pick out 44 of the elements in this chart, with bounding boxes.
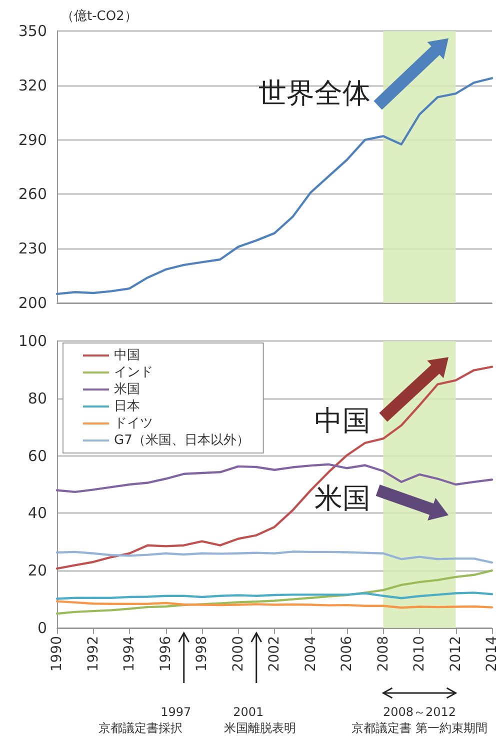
y-tick-label: 200 — [18, 294, 47, 312]
annotation: 米国 — [314, 481, 371, 514]
y-tick-label: 290 — [18, 130, 47, 149]
x-tick-label: 2006 — [339, 636, 355, 672]
legend-label: 中国 — [114, 348, 140, 363]
x-tick-label: 1990 — [49, 636, 65, 672]
line-series — [56, 570, 494, 615]
line-series — [56, 550, 494, 564]
y-tick-label: 80 — [28, 389, 47, 408]
x-tick-label: 1998 — [194, 636, 210, 672]
line-series — [56, 600, 494, 609]
x-tick-label: 1994 — [122, 636, 138, 672]
y-tick-label: 40 — [28, 504, 47, 522]
annotation: 世界全体 — [258, 76, 371, 110]
text: 2008～2012 京都議定書 第一約束期間 — [352, 705, 488, 735]
legend-label: 日本 — [114, 399, 140, 414]
y-tick-label: 230 — [18, 240, 47, 258]
legend-label: 米国 — [114, 382, 140, 397]
x-tick-label: 2008 — [375, 636, 392, 672]
x-tick-label: 2014 — [484, 636, 500, 672]
y-tick-label: 0 — [37, 619, 47, 637]
x-tick-label: 2000 — [230, 636, 246, 672]
x-tick-label: 2002 — [266, 636, 282, 672]
x-tick-label: 2004 — [302, 636, 319, 672]
text: 1997 京都議定書採択 — [98, 705, 192, 735]
x-tick-label: 1992 — [85, 636, 102, 672]
text: 2001 米国離脱表明 — [224, 705, 296, 735]
legend-label: インド — [114, 365, 153, 380]
y-tick-label: 320 — [18, 76, 47, 94]
line-series — [56, 592, 494, 600]
y-tick-label: 60 — [28, 446, 47, 465]
x-tick-label: 2012 — [448, 636, 464, 672]
line-series — [56, 77, 494, 296]
legend-label: G7（米国、日本以外） — [114, 433, 250, 448]
legend-label: ドイツ — [114, 416, 153, 431]
y-tick-label: 260 — [18, 185, 47, 204]
y-tick-label: 100 — [18, 332, 47, 350]
y-axis-title: （億t-CO2） — [61, 9, 138, 24]
line-series — [56, 366, 494, 570]
annotation: 中国 — [314, 404, 371, 438]
y-tick-label: 20 — [28, 562, 47, 580]
y-tick-label: 350 — [18, 22, 47, 40]
x-tick-label: 1996 — [158, 636, 174, 672]
x-tick-label: 2010 — [412, 636, 428, 672]
